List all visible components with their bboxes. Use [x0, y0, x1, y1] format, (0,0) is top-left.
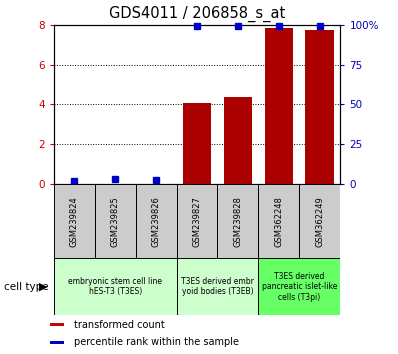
Bar: [177, 184, 217, 258]
Bar: [299, 184, 340, 258]
Text: embryonic stem cell line
hES-T3 (T3ES): embryonic stem cell line hES-T3 (T3ES): [68, 277, 162, 296]
Bar: [258, 184, 299, 258]
Bar: [136, 184, 177, 258]
Bar: [265, 28, 293, 184]
Bar: [183, 103, 211, 184]
Bar: [54, 184, 95, 258]
Text: GSM239824: GSM239824: [70, 196, 79, 247]
Text: ▶: ▶: [39, 282, 47, 292]
Text: GSM239828: GSM239828: [234, 196, 242, 247]
Text: GSM239827: GSM239827: [193, 196, 201, 247]
Text: T3ES derived
pancreatic islet-like
cells (T3pi): T3ES derived pancreatic islet-like cells…: [261, 272, 337, 302]
Text: GSM362249: GSM362249: [315, 196, 324, 247]
Bar: [54, 258, 177, 315]
Text: transformed count: transformed count: [74, 320, 164, 330]
Bar: [177, 258, 258, 315]
Text: GSM239825: GSM239825: [111, 196, 120, 247]
Bar: [50, 341, 64, 344]
Bar: [306, 30, 334, 184]
Title: GDS4011 / 206858_s_at: GDS4011 / 206858_s_at: [109, 6, 285, 22]
Text: cell type: cell type: [4, 282, 49, 292]
Text: GSM362248: GSM362248: [274, 196, 283, 247]
Text: percentile rank within the sample: percentile rank within the sample: [74, 337, 239, 347]
Bar: [224, 97, 252, 184]
Bar: [95, 184, 136, 258]
Text: T3ES derived embr
yoid bodies (T3EB): T3ES derived embr yoid bodies (T3EB): [181, 277, 254, 296]
Bar: [258, 258, 340, 315]
Bar: [217, 184, 258, 258]
Bar: [50, 323, 64, 326]
Text: GSM239826: GSM239826: [152, 196, 160, 247]
